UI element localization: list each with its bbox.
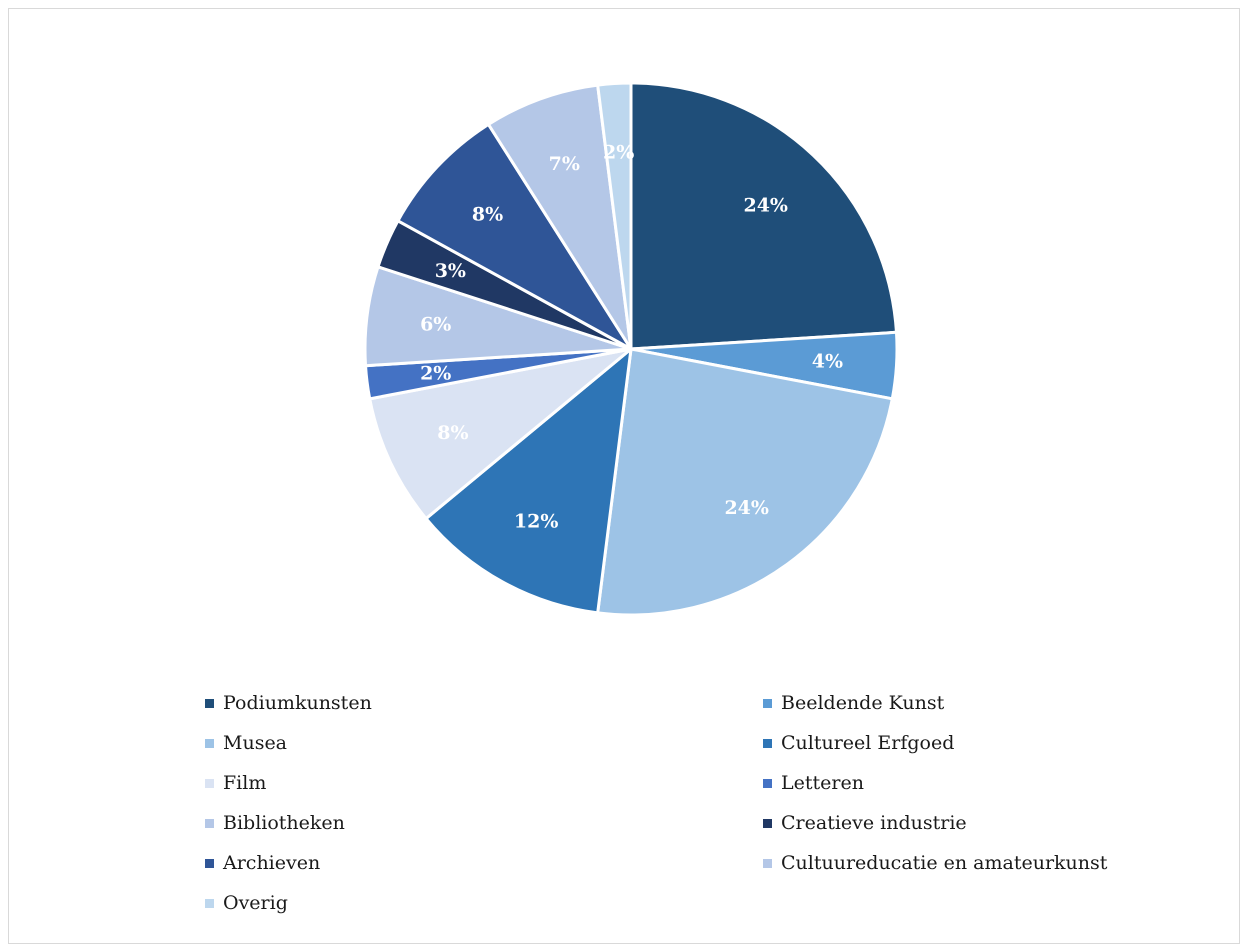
legend-item-7: Creatieve industrie	[763, 803, 1163, 843]
pie-slice-9	[486, 83, 633, 351]
pie-slice-3	[424, 347, 633, 615]
data-label-2: 24%	[724, 497, 769, 519]
legend-label-5: Letteren	[781, 772, 864, 794]
legend-label-3: Cultureel Erfgoed	[781, 732, 955, 754]
chart-area: 24% 4% 24% 12% 8% 2% 6% 3% 8% 7% 2% Podiumkunsten B…	[8, 8, 1240, 944]
legend-swatch-3	[763, 738, 772, 748]
data-label-6: 6%	[420, 313, 451, 335]
legend-item-8: Archieven	[205, 843, 763, 883]
chart-legend: Podiumkunsten Beeldende Kunst Musea Culture…	[205, 683, 1165, 923]
legend-swatch-1	[763, 698, 772, 708]
legend-swatch-6	[205, 818, 214, 828]
legend-item-3: Cultureel Erfgoed	[763, 723, 1163, 763]
pie-slice-10	[596, 81, 633, 351]
pie-chart: 24% 4% 24% 12% 8% 2% 6% 3% 8% 7% 2%	[363, 81, 899, 617]
data-label-0: 24%	[743, 195, 788, 217]
data-label-8: 8%	[472, 203, 503, 225]
legend-label-2: Musea	[223, 732, 288, 754]
legend-label-1: Beeldende Kunst	[781, 692, 945, 714]
data-label-10: 2%	[603, 142, 634, 164]
data-label-1: 4%	[812, 350, 843, 372]
legend-item-5: Letteren	[763, 763, 1163, 803]
data-label-4: 8%	[437, 422, 468, 444]
legend-swatch-5	[763, 778, 772, 788]
legend-swatch-0	[205, 698, 214, 708]
legend-item-1: Beeldende Kunst	[763, 683, 1163, 723]
pie-slice-0	[629, 81, 898, 351]
data-label-5: 2%	[420, 363, 451, 385]
data-label-9: 7%	[549, 153, 580, 175]
legend-item-6: Bibliotheken	[205, 803, 763, 843]
legend-swatch-4	[205, 778, 214, 788]
legend-item-10: Overig	[205, 883, 763, 923]
legend-label-4: Film	[223, 772, 267, 794]
legend-swatch-9	[763, 858, 772, 868]
legend-label-7: Creatieve industrie	[781, 812, 967, 834]
legend-item-4: Film	[205, 763, 763, 803]
pie-slice-8	[396, 122, 633, 351]
data-label-7: 3%	[435, 260, 466, 282]
legend-label-10: Overig	[223, 892, 288, 914]
legend-label-6: Bibliotheken	[223, 812, 345, 834]
pie-slice-4	[368, 347, 633, 521]
legend-label-0: Podiumkunsten	[223, 692, 372, 714]
data-label-3: 12%	[514, 510, 559, 532]
legend-item-2: Musea	[205, 723, 763, 763]
legend-swatch-2	[205, 738, 214, 748]
legend-item-0: Podiumkunsten	[205, 683, 763, 723]
legend-label-9: Cultuureducatie en amateurkunst	[781, 852, 1108, 874]
legend-item-9: Cultuureducatie en amateurkunst	[763, 843, 1163, 883]
pie-slice-2	[596, 347, 894, 617]
legend-label-8: Archieven	[223, 852, 321, 874]
legend-swatch-7	[763, 818, 772, 828]
legend-swatch-8	[205, 858, 214, 868]
legend-swatch-10	[205, 898, 214, 908]
